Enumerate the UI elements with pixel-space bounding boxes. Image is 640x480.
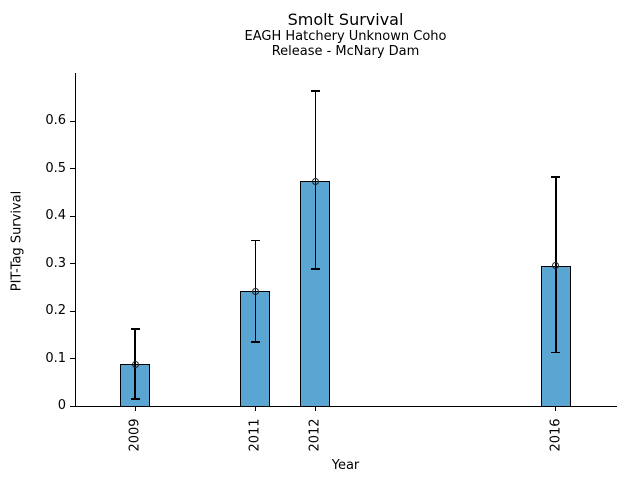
y-tick-label: 0.1 [45, 350, 66, 366]
chart-title: Smolt Survival [287, 10, 404, 29]
error-cap-bottom [250, 341, 260, 343]
error-cap-top [130, 328, 140, 330]
x-tick [314, 407, 316, 411]
error-cap-top [250, 239, 260, 242]
y-tick [70, 168, 75, 170]
chart-subtitle-line2: Release - McNary Dam [271, 44, 420, 59]
y-tick [70, 215, 75, 217]
x-tick-label: 2009 [127, 418, 143, 452]
y-tick-label: 0.4 [45, 208, 66, 224]
data-point-marker [552, 262, 560, 270]
y-tick [70, 310, 75, 312]
x-tick [134, 407, 136, 411]
x-axis-label: Year [331, 458, 360, 473]
y-tick [70, 263, 75, 265]
y-axis-label: PIT-Tag Survival [9, 190, 25, 292]
y-tick-label: 0.5 [45, 160, 66, 176]
data-point-marker [131, 360, 139, 368]
x-tick-label: 2011 [247, 418, 263, 452]
y-tick [70, 358, 75, 360]
x-tick-label: 2012 [307, 418, 323, 452]
data-point-marker [251, 287, 259, 295]
y-tick [70, 405, 75, 407]
x-tick [555, 407, 557, 411]
y-tick-label: 0 [57, 398, 66, 413]
error-cap-bottom [130, 398, 140, 400]
chart-subtitle-line1: EAGH Hatchery Unknown Coho [244, 29, 447, 44]
data-point-marker [311, 177, 319, 185]
y-tick-label: 0.3 [45, 255, 66, 271]
x-tick [254, 407, 256, 411]
y-tick [70, 120, 75, 122]
y-tick-label: 0.2 [45, 303, 66, 319]
error-cap-top [310, 90, 320, 92]
x-tick-label: 2016 [548, 418, 564, 452]
error-cap-top [551, 176, 561, 178]
error-cap-bottom [551, 351, 561, 354]
plot-area [75, 73, 617, 407]
y-tick-label: 0.6 [45, 113, 66, 129]
error-cap-bottom [310, 268, 320, 270]
